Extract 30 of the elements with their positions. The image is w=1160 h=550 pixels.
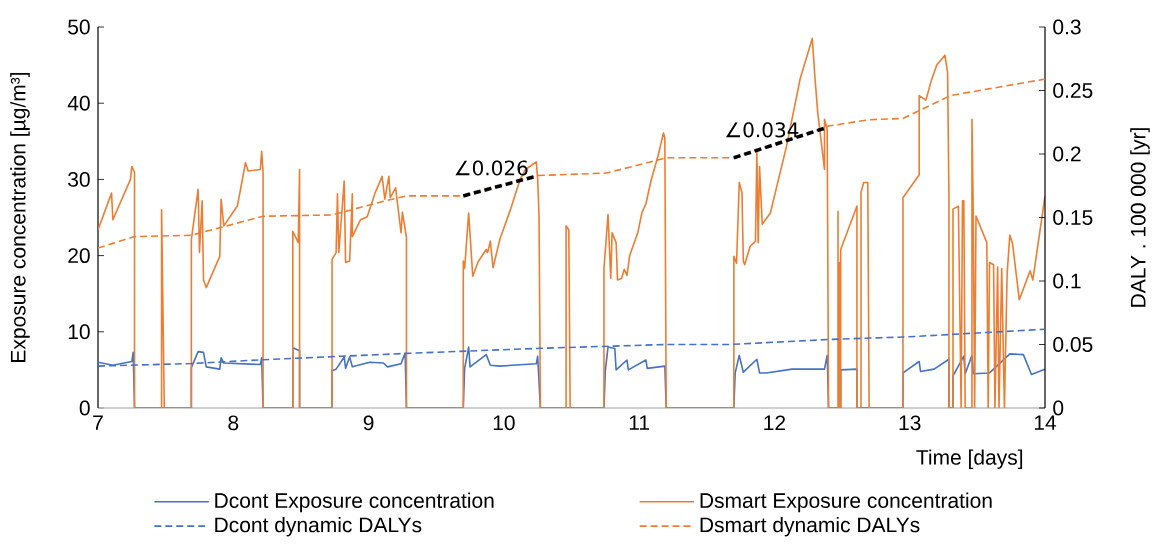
x-tick-label: 8 <box>228 415 239 431</box>
y-tick-label: 40 <box>67 95 90 111</box>
y2-tick-label: 0.25 <box>1053 83 1093 98</box>
y2-tick-label: 0.2 <box>1053 146 1081 162</box>
y-tick-label: 10 <box>68 324 90 340</box>
legend-label: Dsmart dynamic DALYs <box>700 516 920 537</box>
x-tick-label: 7 <box>93 415 103 430</box>
x-tick-label: 9 <box>363 415 374 431</box>
legend-label: Dsmart Exposure concentration <box>700 492 992 513</box>
legend-label: Dcont Exposure concentration <box>215 492 494 513</box>
y-axis-title: Exposure concentration [µg/m³] <box>10 72 30 362</box>
x-tick-label: 14 <box>1034 415 1057 430</box>
y-tick-label: 0 <box>79 400 90 416</box>
y2-tick-label: 0.3 <box>1053 19 1081 35</box>
y2-tick-label: 0.1 <box>1053 273 1081 289</box>
x-tick-label: 11 <box>629 415 650 430</box>
x-tick-label: 12 <box>764 415 786 431</box>
y2-axis-title: DALY . 100 000 [yr] <box>1130 128 1150 307</box>
y-tick-label: 20 <box>68 248 90 264</box>
y2-tick-label: 0.05 <box>1053 337 1093 352</box>
line-series <box>98 37 1045 408</box>
x-tick-label: 13 <box>899 415 921 431</box>
legend-label: Dcont dynamic DALYs <box>215 516 422 537</box>
annotation: ∠0.026 <box>455 160 528 176</box>
x-tick-label: 10 <box>493 415 515 431</box>
y-tick-label: 50 <box>68 19 90 35</box>
x-axis-title: Time [days] <box>916 449 1023 469</box>
y-tick-label: 30 <box>68 171 90 187</box>
y2-tick-label: 0.15 <box>1053 210 1093 225</box>
y2-tick-label: 0 <box>1053 400 1064 416</box>
